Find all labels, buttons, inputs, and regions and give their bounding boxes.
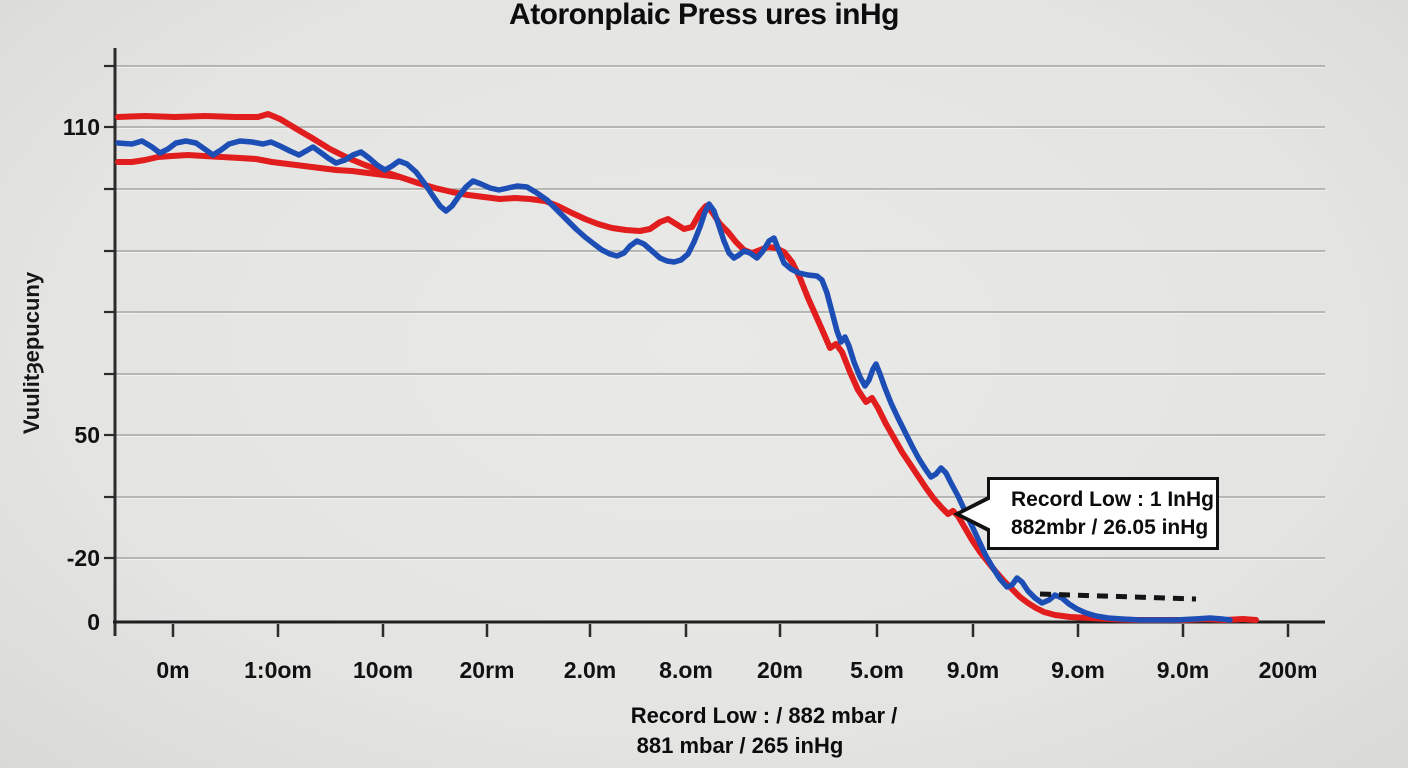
x-tick-label: 9.0m xyxy=(947,657,999,683)
y-tick-label: 0 xyxy=(87,609,100,635)
y-tick-label: 50 xyxy=(74,422,100,448)
legend-line1: Record Low : / 882 mbar / xyxy=(630,703,898,728)
x-tick-label: 20rm xyxy=(460,657,515,683)
y-tick-label: 110 xyxy=(63,114,100,140)
x-tick-label: 2.0m xyxy=(564,657,616,683)
blue-line xyxy=(115,138,1233,623)
legend: Record Low : / 882 mbar / 881 mbar / 265… xyxy=(490,701,990,761)
legend-red-swatch xyxy=(583,712,624,719)
annotation-line2: 882mbr / 26.05 inHg xyxy=(1011,516,1209,539)
x-tick-label: 20m xyxy=(757,657,803,683)
x-tick-label: 8.om xyxy=(659,657,713,683)
annotation-line1: Record Low : 1 InHg xyxy=(1011,488,1215,511)
x-tick-label: 200m xyxy=(1259,657,1318,683)
x-tick-label: 5.om xyxy=(850,657,904,683)
chart-title: Atoronplaic Press ures inHg xyxy=(509,0,899,31)
x-tick-label: 0m xyxy=(156,657,189,683)
x-tick-label: 9.0m xyxy=(1157,657,1209,683)
y-tick-label: -20 xyxy=(67,545,100,571)
legend-line2: 881 mbar / 265 inHg xyxy=(636,733,844,758)
x-tick-label: 1:0om xyxy=(244,657,312,683)
red-lower-line xyxy=(115,152,403,180)
x-tick-label: 9.om xyxy=(1051,657,1105,683)
annotation-callout: Record Low : 1 InHg 882mbr / 26.05 inHg xyxy=(953,477,1219,550)
dashed-reference-line xyxy=(1039,591,1197,602)
x-tick-label: 10om xyxy=(353,657,413,683)
